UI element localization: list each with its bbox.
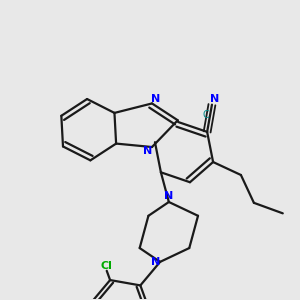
Text: N: N [151, 94, 160, 104]
Text: C: C [202, 110, 209, 120]
Text: Cl: Cl [101, 261, 113, 271]
Text: N: N [143, 146, 153, 156]
Text: N: N [164, 191, 173, 201]
Text: N: N [151, 257, 160, 267]
Text: N: N [210, 94, 220, 104]
